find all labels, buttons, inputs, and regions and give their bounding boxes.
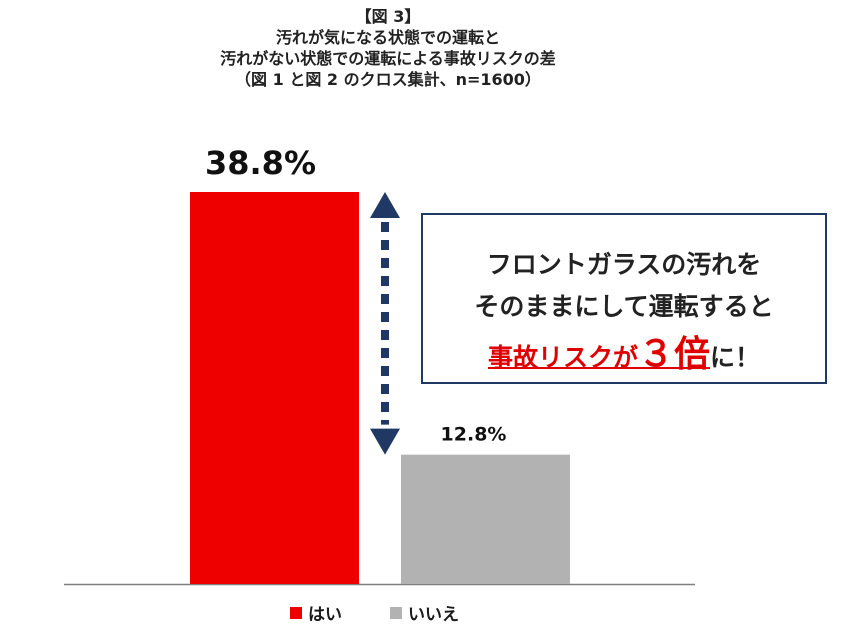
bar-no bbox=[401, 454, 570, 584]
legend-swatch-yes bbox=[290, 606, 302, 619]
data-label-yes: 38.8% bbox=[205, 144, 316, 182]
callout-emph-prefix: 事故リスクが bbox=[487, 343, 638, 372]
legend-item-no: いいえ bbox=[390, 600, 459, 625]
callout-line-2: そのままにして運転すると bbox=[474, 292, 774, 321]
legend-swatch-no bbox=[390, 606, 402, 619]
legend-item-yes: はい bbox=[290, 600, 342, 625]
title-line-2: 汚れが気になる状態での運転と bbox=[275, 28, 500, 47]
callout-emph-suffix: 倍 bbox=[674, 334, 711, 375]
callout-line-3: 事故リスクが３倍に！ bbox=[423, 325, 825, 377]
arrow-head-up bbox=[370, 192, 400, 218]
callout-line-1: フロントガラスの汚れを bbox=[486, 250, 762, 279]
callout-tail: に！ bbox=[710, 343, 761, 372]
data-label-no: 12.8% bbox=[441, 424, 507, 446]
legend-label-no: いいえ bbox=[408, 605, 459, 625]
chart-title: 【図 3】 汚れが気になる状態での運転と 汚れがない状態での運転による事故リスク… bbox=[0, 6, 776, 90]
bar-yes bbox=[190, 192, 359, 584]
legend: はい いいえ bbox=[290, 600, 459, 625]
title-line-1: 【図 3】 bbox=[355, 7, 421, 26]
title-line-4: （図 1 と図 2 のクロス集計、n=1600） bbox=[235, 70, 541, 89]
callout-emphasis: 事故リスクが３倍 bbox=[487, 334, 710, 375]
legend-label-yes: はい bbox=[308, 605, 342, 625]
arrow-head-down bbox=[370, 428, 400, 455]
title-line-3: 汚れがない状態での運転による事故リスクの差 bbox=[220, 49, 556, 68]
callout-emph-number: ３ bbox=[637, 334, 674, 375]
callout-box: フロントガラスの汚れを そのままにして運転すると 事故リスクが３倍に！ bbox=[421, 213, 827, 384]
